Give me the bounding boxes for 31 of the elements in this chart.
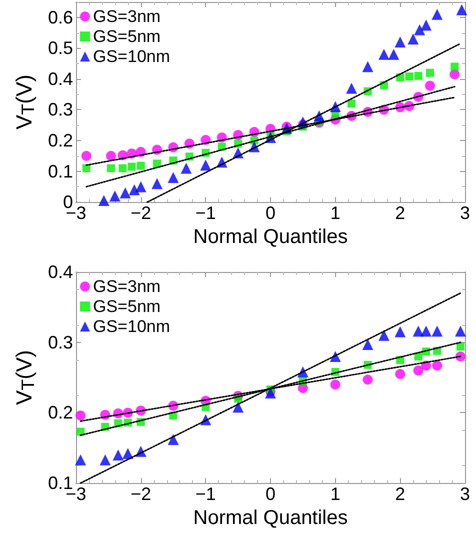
y-tick-label: 0.5 (48, 38, 73, 58)
y-tick-label: 0.4 (48, 262, 73, 282)
y-tick-label: 0.2 (48, 130, 73, 151)
x-tick-label: 3 (460, 203, 470, 224)
y-axis-title: VT(V) (12, 74, 38, 130)
y-tick-label: 0.3 (48, 332, 73, 352)
legend-label: GS=5nm (93, 27, 161, 46)
x-tick-label: 0 (265, 203, 276, 224)
y-tick-label: 0.4 (48, 68, 73, 89)
legend-label: GS=10nm (93, 47, 170, 66)
x-tick-label: −2 (130, 203, 152, 224)
y-tick-label: 0.2 (48, 402, 73, 423)
x-axis-title: Normal Quantiles (193, 507, 348, 529)
legend-label: GS=5nm (93, 297, 161, 316)
x-tick-label: 1 (330, 203, 340, 224)
y-tick-label: 0.6 (48, 7, 73, 28)
x-tick-label: 2 (395, 203, 406, 224)
y-tick-label: 0.1 (48, 161, 73, 182)
x-tick-label: −1 (195, 484, 216, 504)
x-tick-label: 0 (265, 484, 276, 504)
x-tick-label: −2 (130, 484, 152, 504)
x-tick-label: −1 (195, 203, 216, 224)
x-tick-label: 3 (460, 484, 470, 504)
legend-label: GS=3nm (93, 7, 161, 26)
x-axis-title: Normal Quantiles (193, 226, 348, 248)
y-axis-title: VT(V) (12, 350, 38, 406)
legend-label: GS=3nm (93, 277, 161, 296)
x-tick-label: 1 (330, 484, 340, 504)
x-tick-label: 2 (395, 484, 406, 504)
legend-label: GS=10nm (93, 317, 170, 336)
y-tick-label: 0.3 (48, 100, 73, 120)
